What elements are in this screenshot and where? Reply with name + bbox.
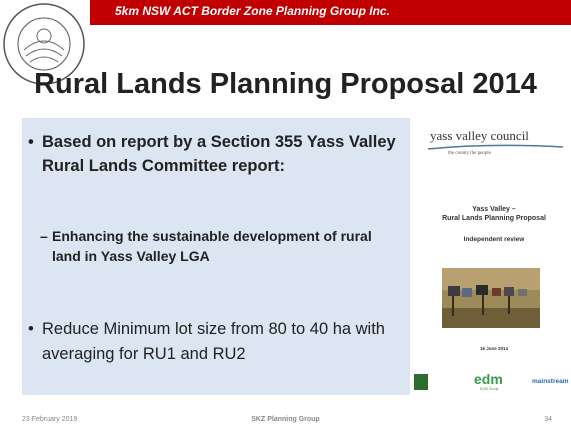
bullet-dot: •: [28, 320, 34, 338]
bullet-dot: •: [28, 133, 34, 151]
slide-title: Rural Lands Planning Proposal 2014: [34, 68, 537, 100]
logo-mainstream: mainstream: [532, 378, 569, 385]
page-number: 34: [544, 416, 552, 423]
swoosh: [428, 144, 563, 150]
tagline: the county the people: [448, 151, 491, 156]
logo-edm: edm: [474, 371, 503, 387]
logo-edm-sub: EDM Group: [480, 387, 499, 391]
report-title-1: Yass Valley –: [472, 206, 516, 213]
banner: [90, 0, 571, 25]
report-subtitle: Independent review: [463, 236, 525, 243]
content-box: [22, 118, 410, 395]
bullet: Based on report by a Section 355 Yass Va…: [42, 133, 396, 175]
dash: –: [40, 228, 48, 244]
footer-center: SKZ Planning Group: [251, 416, 320, 423]
report-title-2: Rural Lands Planning Proposal: [442, 215, 546, 222]
bullet: Reduce Minimum lot size from 80 to 40 ha…: [42, 320, 385, 363]
sub-bullet: Enhancing the sustainable development of…: [52, 228, 372, 264]
footer-date: 23 February 2019: [22, 416, 78, 423]
logo-green: [414, 374, 428, 390]
logo: [3, 3, 85, 85]
report-cover: yass valley council the county the peopl…: [414, 118, 569, 396]
photo: [442, 268, 540, 328]
banner-text: 5km NSW ACT Border Zone Planning Group I…: [115, 4, 390, 18]
report-date: 16 June 2014: [479, 346, 509, 351]
council-name: yass valley council: [430, 128, 529, 143]
report-title: Yass Valley – Rural Lands Planning Propos…: [420, 205, 568, 223]
